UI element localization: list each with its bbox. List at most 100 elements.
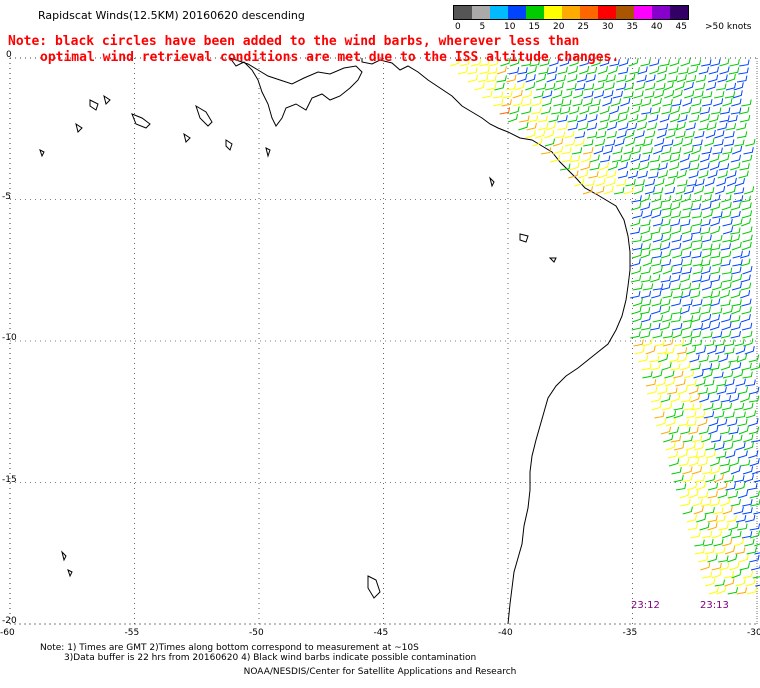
wind-barb <box>597 122 609 131</box>
wind-barb <box>651 243 662 251</box>
wind-barb <box>734 475 745 483</box>
wind-barb <box>710 218 721 227</box>
wind-barb <box>652 283 664 291</box>
wind-barb <box>680 162 691 171</box>
wind-barb <box>717 170 728 179</box>
wind-barb <box>742 234 753 243</box>
wind-barb <box>660 306 671 315</box>
wind-barb <box>623 91 634 99</box>
wind-barb <box>658 354 669 363</box>
wind-barb <box>738 106 750 115</box>
wind-barb <box>574 178 585 187</box>
wind-barb <box>597 66 608 75</box>
wind-barb <box>675 378 686 387</box>
wind-barb <box>732 218 743 227</box>
wind-barb <box>639 154 651 163</box>
wind-barb <box>721 538 733 547</box>
wind-barb <box>700 562 711 571</box>
wind-barb <box>681 267 692 275</box>
wind-barb <box>695 74 707 83</box>
wind-barb <box>618 67 629 75</box>
wind-barb <box>552 138 564 147</box>
wind-barb <box>689 354 700 363</box>
wind-barb <box>709 322 721 331</box>
wind-barb <box>721 202 732 211</box>
legend-swatch <box>454 6 472 19</box>
wind-barb <box>731 274 743 283</box>
wind-barb <box>594 138 606 147</box>
wind-barb <box>649 155 661 163</box>
wind-barb <box>632 283 643 291</box>
wind-barb <box>739 59 750 67</box>
wind-barb <box>492 99 504 107</box>
wind-barb <box>745 578 756 587</box>
wind-speed-legend: 0 5 10 15 20 25 30 35 40 45 >50 knots <box>453 5 752 32</box>
wind-barb <box>645 74 656 83</box>
wind-barb <box>642 257 653 267</box>
wind-barb <box>662 314 673 323</box>
wind-barb <box>735 442 746 451</box>
wind-barb <box>690 363 701 371</box>
wind-barb <box>500 58 511 67</box>
wind-barb <box>632 298 643 307</box>
wind-barb <box>731 569 742 579</box>
wind-barb <box>696 514 707 523</box>
wind-barb <box>650 274 661 283</box>
wind-barb <box>710 251 721 259</box>
legend-color-bar <box>453 5 689 20</box>
wind-barb <box>640 330 651 339</box>
wind-barb <box>467 67 478 75</box>
wind-barb <box>640 323 652 331</box>
island-outline <box>265 147 271 158</box>
wind-barb <box>704 507 715 515</box>
wind-barb <box>720 362 731 371</box>
wind-barb <box>741 306 752 315</box>
wind-barb <box>739 562 750 571</box>
wind-barb <box>737 523 748 531</box>
wind-barb <box>662 99 673 107</box>
wind-barb <box>631 98 643 107</box>
wind-barb <box>700 218 711 227</box>
wind-barb <box>701 194 712 203</box>
wind-barb <box>614 187 625 195</box>
wind-barb <box>729 394 740 403</box>
wind-barb <box>535 73 547 83</box>
wind-barb <box>668 66 679 75</box>
wind-barb <box>733 369 744 379</box>
wind-barb <box>675 130 686 139</box>
wind-barb <box>722 98 733 107</box>
wind-barb <box>748 386 760 395</box>
wind-barb <box>620 154 631 163</box>
wind-barb <box>707 482 719 491</box>
wind-barb <box>660 259 672 267</box>
legend-label: 35 <box>626 22 638 32</box>
wind-barb <box>544 129 555 139</box>
island-outline <box>61 550 67 562</box>
wind-barb <box>670 435 682 443</box>
wind-barb <box>577 114 588 123</box>
wind-barb <box>669 162 680 171</box>
wind-barb <box>706 345 718 355</box>
wind-barb <box>470 58 482 67</box>
wind-barb <box>654 339 665 347</box>
wind-barb <box>602 97 613 107</box>
wind-barb <box>620 97 631 107</box>
wind-barb <box>712 147 723 155</box>
wind-barb <box>668 354 680 363</box>
wind-barb <box>684 90 695 99</box>
wind-barb <box>604 139 616 147</box>
wind-barb <box>711 282 723 291</box>
wind-barb <box>537 115 548 123</box>
wind-barb <box>714 442 725 451</box>
wind-barb <box>670 147 682 155</box>
wind-barb <box>578 170 589 179</box>
wind-barb <box>479 66 490 75</box>
wind-barb <box>607 65 618 75</box>
wind-barb <box>631 322 643 331</box>
wind-barb <box>724 339 735 347</box>
wind-barb <box>730 315 741 323</box>
wind-barb <box>689 283 701 291</box>
wind-barb <box>691 107 702 115</box>
wind-barb <box>604 82 615 91</box>
island-outline <box>39 149 45 158</box>
